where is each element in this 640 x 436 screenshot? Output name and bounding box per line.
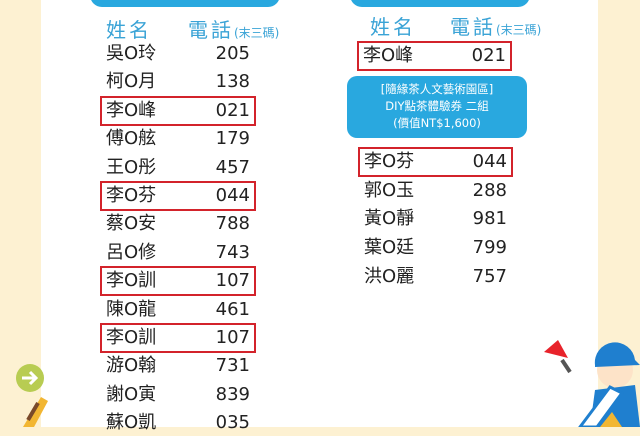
highlighted-winner-row: 李O芬 044	[100, 181, 256, 211]
winner-row: 黃O靜 981	[360, 206, 511, 232]
content-panel	[41, 0, 598, 427]
winner-phone: 788	[215, 213, 250, 235]
winner-name: 陳O龍	[106, 298, 157, 320]
winner-name: 蔡O安	[106, 213, 157, 235]
winner-name: 李O訓	[106, 270, 157, 292]
winner-row: 柯O月 138	[102, 69, 254, 95]
decorative-character-illustration	[544, 340, 640, 427]
winner-name: 蘇O凱	[106, 412, 157, 434]
name-header-right: 姓名	[370, 15, 416, 39]
winner-row: 呂O修 743	[102, 240, 254, 266]
winner-phone: 757	[472, 265, 507, 287]
winner-row: 謝O寅 839	[102, 382, 254, 408]
winner-name: 呂O修	[106, 241, 157, 263]
winner-name: 黃O靜	[364, 208, 415, 230]
winner-row: 陳O龍 461	[102, 297, 254, 323]
winner-phone: 035	[215, 412, 250, 434]
winner-row: 王O彤 457	[102, 155, 254, 181]
winner-name: 游O翰	[106, 355, 157, 377]
winner-phone: 107	[215, 270, 250, 292]
prize-label: [隨緣茶人文藝術園區] DIY點茶體驗券 二組 (價值NT$1,600)	[347, 76, 527, 138]
winner-row: 傅O舷 179	[102, 126, 254, 152]
phone-header-left: 電話(末三碼)	[188, 18, 280, 42]
winner-name: 洪O麗	[364, 265, 415, 287]
winner-name: 李O訓	[106, 327, 157, 348]
winner-row: 葉O廷 799	[360, 235, 511, 261]
winner-phone: 457	[215, 156, 250, 178]
winner-phone: 799	[472, 237, 507, 259]
winner-name: 柯O月	[106, 71, 157, 93]
winner-name: 王O彤	[106, 156, 157, 178]
winner-name: 葉O廷	[364, 237, 415, 259]
winner-row: 郭O玉 288	[360, 178, 511, 204]
winner-row: 吳O玲 205	[102, 41, 254, 67]
prize-line: [隨緣茶人文藝術園區]	[380, 82, 494, 96]
name-header-left: 姓名	[106, 18, 152, 42]
highlighted-winner-row: 李O芬 044	[358, 147, 513, 177]
winner-phone: 044	[215, 185, 250, 206]
winner-row: 游O翰 731	[102, 353, 254, 379]
winner-name: 李O芬	[364, 151, 415, 172]
winner-name: 傅O舷	[106, 128, 157, 150]
winner-phone: 731	[215, 355, 250, 377]
prize-banner-right	[350, 0, 530, 7]
highlighted-winner-row: 李O訓 107	[100, 323, 256, 353]
winner-row: 蘇O凱 035	[102, 410, 254, 436]
decorative-illustration-left	[16, 364, 48, 427]
winner-phone: 288	[472, 179, 507, 201]
winner-name: 謝O寅	[106, 383, 157, 405]
winner-row: 蔡O安 788	[102, 211, 254, 237]
winner-phone: 981	[472, 208, 507, 230]
winner-phone: 021	[215, 99, 250, 121]
winner-phone: 044	[472, 151, 507, 172]
winner-phone: 107	[215, 327, 250, 348]
phone-header-right: 電話(末三碼)	[450, 15, 542, 39]
winner-name: 李O峰	[106, 99, 157, 121]
winner-phone: 138	[215, 71, 250, 93]
winner-phone: 839	[215, 383, 250, 405]
winner-name: 李O峰	[363, 45, 414, 66]
winner-name: 李O芬	[106, 185, 157, 206]
winner-name: 吳O玲	[106, 43, 157, 64]
winner-phone: 205	[215, 43, 250, 64]
prize-line: (價值NT$1,600)	[393, 116, 481, 130]
highlighted-winner-row: 李O峰 021	[357, 41, 512, 71]
winner-phone: 461	[215, 298, 250, 320]
winner-row: 洪O麗 757	[360, 264, 511, 290]
prize-banner-left	[90, 0, 280, 7]
highlighted-winner-row: 李O峰 021	[100, 95, 256, 126]
winner-phone: 743	[215, 241, 250, 263]
winner-phone: 179	[215, 128, 250, 150]
prize-line: DIY點茶體驗券 二組	[385, 99, 489, 113]
winner-phone: 021	[471, 45, 506, 66]
winner-name: 郭O玉	[364, 179, 415, 201]
highlighted-winner-row: 李O訓 107	[100, 266, 256, 297]
